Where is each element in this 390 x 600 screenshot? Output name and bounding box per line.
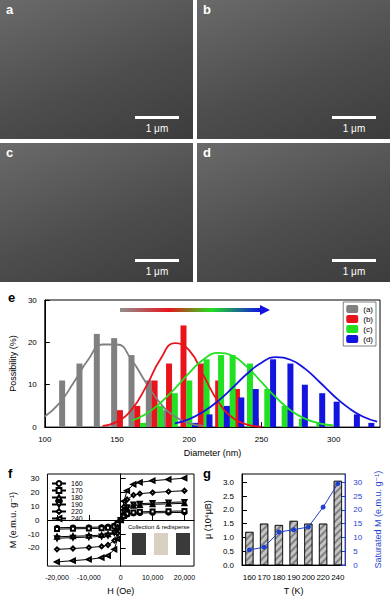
svg-text:190: 190	[71, 501, 83, 508]
html-text:1 μm: 1 μm	[145, 123, 169, 134]
svg-text:220: 220	[71, 508, 83, 515]
svg-text:150: 150	[110, 435, 124, 444]
svg-text:Collection & redisperse: Collection & redisperse	[128, 524, 190, 530]
svg-text:220: 220	[316, 573, 330, 582]
svg-text:10,000: 10,000	[142, 574, 164, 581]
svg-text:240: 240	[331, 573, 345, 582]
svg-text:20: 20	[28, 338, 37, 347]
svg-text:Possibility (%): Possibility (%)	[8, 335, 18, 392]
svg-text:30: 30	[31, 474, 40, 483]
svg-text:-10: -10	[28, 530, 40, 539]
svg-text:3.0: 3.0	[223, 478, 235, 487]
svg-text:10: 10	[353, 533, 362, 542]
svg-text:180: 180	[71, 494, 83, 501]
svg-text:(b): (b)	[363, 315, 373, 324]
svg-text:2.0: 2.0	[223, 505, 235, 514]
svg-text:200: 200	[183, 435, 197, 444]
svg-text:15: 15	[353, 519, 362, 528]
svg-text:e: e	[8, 290, 15, 305]
svg-text:190: 190	[287, 573, 301, 582]
svg-text:160: 160	[243, 573, 257, 582]
svg-text:T (K): T (K)	[284, 586, 304, 596]
html-text:a: a	[6, 2, 14, 17]
svg-text:1.5: 1.5	[223, 519, 235, 528]
svg-text:20: 20	[353, 505, 362, 514]
svg-text:0: 0	[32, 423, 37, 432]
svg-text:300: 300	[327, 435, 341, 444]
svg-text:0.5: 0.5	[223, 547, 235, 556]
svg-text:0: 0	[353, 561, 358, 570]
svg-text:(a): (a)	[363, 305, 373, 314]
svg-text:240: 240	[71, 515, 83, 522]
svg-text:5: 5	[353, 547, 358, 556]
svg-text:160: 160	[71, 480, 83, 487]
svg-text:30: 30	[353, 478, 362, 487]
svg-text:(c): (c)	[363, 325, 373, 334]
svg-text:0: 0	[119, 574, 123, 581]
html-text:b: b	[203, 2, 211, 17]
svg-text:180: 180	[272, 573, 286, 582]
svg-text:Diameter (nm): Diameter (nm)	[184, 448, 242, 458]
svg-text:0.0: 0.0	[223, 561, 235, 570]
svg-text:30: 30	[28, 296, 37, 305]
svg-text:20: 20	[31, 488, 40, 497]
html-text:1 μm: 1 μm	[145, 266, 169, 277]
svg-text:f: f	[8, 466, 13, 481]
svg-text:H (Oe): H (Oe)	[107, 586, 134, 596]
svg-text:170: 170	[71, 487, 83, 494]
html-text:1 μm: 1 μm	[342, 123, 366, 134]
svg-text:g: g	[203, 466, 211, 481]
svg-text:2.5: 2.5	[223, 492, 235, 501]
svg-text:100: 100	[38, 435, 52, 444]
svg-text:0: 0	[35, 516, 40, 525]
html-text:1 μm: 1 μm	[342, 266, 366, 277]
svg-text:20,000: 20,000	[174, 574, 196, 581]
svg-text:250: 250	[255, 435, 269, 444]
svg-text:170: 170	[257, 573, 271, 582]
svg-text:200: 200	[302, 573, 316, 582]
svg-text:μ (10⁴μB): μ (10⁴μB)	[203, 500, 213, 539]
svg-text:1.0: 1.0	[223, 533, 235, 542]
svg-text:10: 10	[28, 380, 37, 389]
svg-text:Saturated M (e.m.u. g⁻¹): Saturated M (e.m.u. g⁻¹)	[373, 471, 383, 569]
svg-text:M (e.m.u. g⁻¹): M (e.m.u. g⁻¹)	[8, 492, 18, 548]
svg-text:-20,000: -20,000	[45, 574, 69, 581]
html-text:d: d	[203, 145, 211, 160]
svg-text:-10,000: -10,000	[77, 574, 101, 581]
svg-text:10: 10	[31, 502, 40, 511]
html-text:c: c	[6, 145, 14, 160]
svg-text:-20: -20	[28, 543, 40, 552]
svg-text:(d): (d)	[363, 335, 373, 344]
svg-text:25: 25	[353, 492, 362, 501]
